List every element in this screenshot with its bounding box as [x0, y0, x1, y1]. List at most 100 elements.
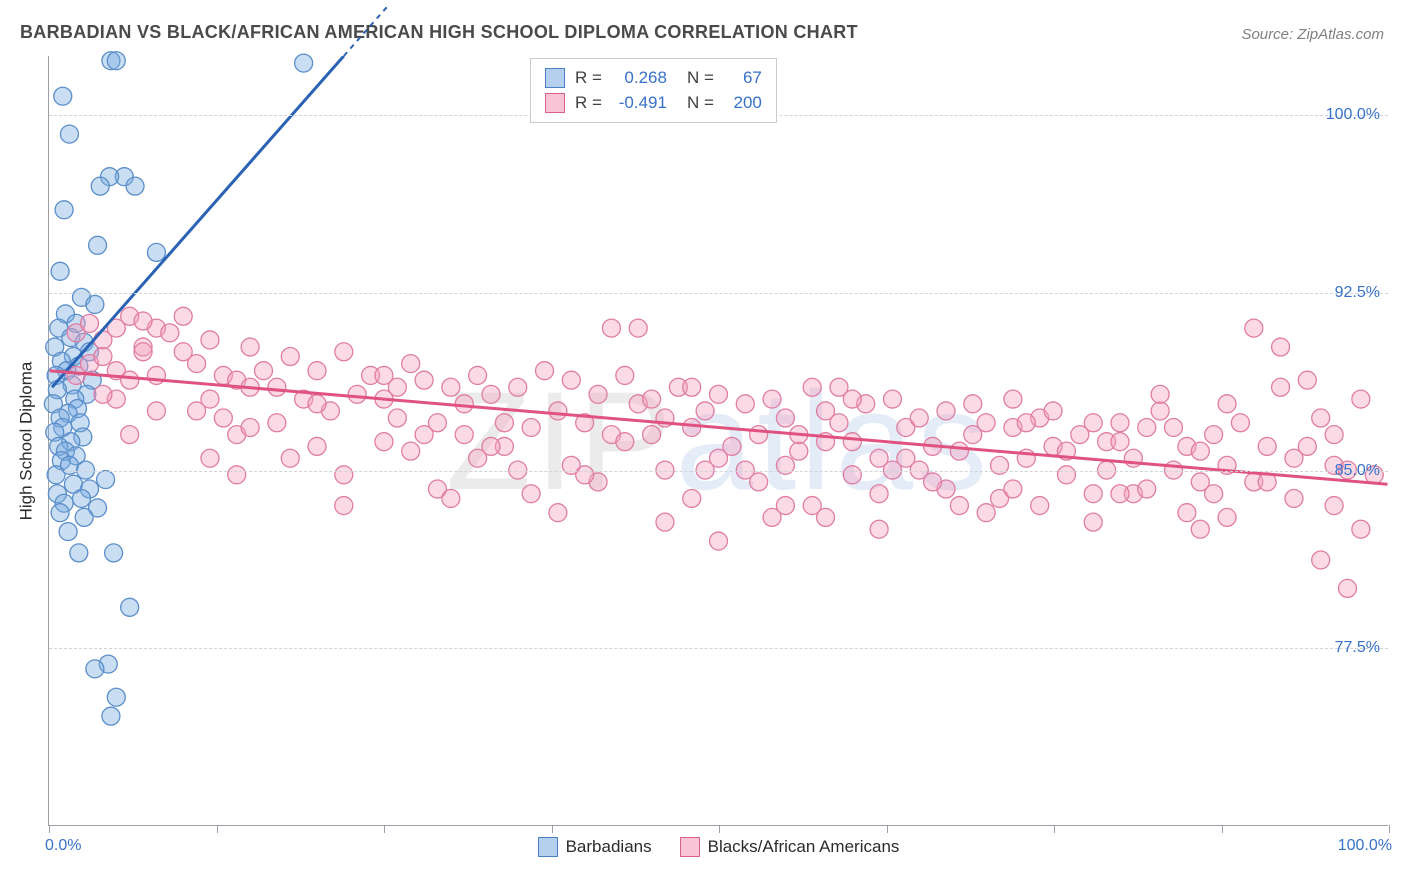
- n-value: 200: [724, 91, 762, 116]
- y-tick-label: 92.5%: [1310, 284, 1380, 302]
- scatter-point: [442, 489, 460, 507]
- scatter-point: [1218, 508, 1236, 526]
- scatter-point: [1245, 319, 1263, 337]
- scatter-point: [105, 544, 123, 562]
- gridline: [49, 471, 1388, 472]
- source-attribution: Source: ZipAtlas.com: [1241, 26, 1384, 43]
- r-value: 0.268: [612, 66, 667, 91]
- scatter-point: [1191, 442, 1209, 460]
- scatter-point: [1231, 414, 1249, 432]
- scatter-point: [1205, 426, 1223, 444]
- x-tick: [217, 825, 218, 833]
- scatter-point: [1111, 414, 1129, 432]
- scatter-point: [147, 243, 165, 261]
- scatter-point: [442, 378, 460, 396]
- scatter-point: [536, 362, 554, 380]
- scatter-point: [228, 466, 246, 484]
- scatter-point: [161, 324, 179, 342]
- scatter-point: [870, 485, 888, 503]
- scatter-point: [1352, 520, 1370, 538]
- scatter-point: [1004, 480, 1022, 498]
- scatter-point: [121, 371, 139, 389]
- scatter-point: [562, 371, 580, 389]
- scatter-point: [335, 497, 353, 515]
- scatter-point: [750, 426, 768, 444]
- scatter-point: [348, 385, 366, 403]
- scatter-point: [522, 418, 540, 436]
- scatter-svg: [49, 56, 1388, 825]
- x-tick: [1054, 825, 1055, 833]
- scatter-point: [1084, 485, 1102, 503]
- scatter-point: [469, 366, 487, 384]
- x-tick: [552, 825, 553, 833]
- swatch-icon: [545, 68, 565, 88]
- scatter-point: [188, 355, 206, 373]
- scatter-point: [643, 390, 661, 408]
- scatter-point: [94, 385, 112, 403]
- legend-label: Barbadians: [566, 837, 652, 857]
- scatter-point: [950, 497, 968, 515]
- scatter-point: [1057, 466, 1075, 484]
- scatter-point: [59, 523, 77, 541]
- scatter-point: [629, 319, 647, 337]
- scatter-point: [776, 456, 794, 474]
- scatter-point: [295, 54, 313, 72]
- scatter-point: [602, 319, 620, 337]
- scatter-point: [883, 390, 901, 408]
- chart-title: BARBADIAN VS BLACK/AFRICAN AMERICAN HIGH…: [20, 22, 858, 43]
- gridline: [49, 293, 1388, 294]
- legend-row-blue: R = 0.268 N = 67: [545, 66, 762, 91]
- scatter-point: [107, 52, 125, 70]
- scatter-point: [1352, 390, 1370, 408]
- scatter-point: [616, 366, 634, 384]
- scatter-point: [388, 409, 406, 427]
- scatter-point: [549, 504, 567, 522]
- x-tick: [1389, 825, 1390, 833]
- scatter-point: [107, 688, 125, 706]
- legend-bottom: Barbadians Blacks/African Americans: [49, 837, 1388, 857]
- scatter-point: [1138, 418, 1156, 436]
- scatter-point: [710, 532, 728, 550]
- scatter-point: [950, 442, 968, 460]
- scatter-point: [790, 442, 808, 460]
- scatter-point: [102, 707, 120, 725]
- scatter-point: [1178, 504, 1196, 522]
- y-tick-label: 85.0%: [1310, 462, 1380, 480]
- legend-item-barbadians: Barbadians: [538, 837, 652, 857]
- swatch-icon: [545, 93, 565, 113]
- scatter-point: [977, 504, 995, 522]
- legend-row-pink: R = -0.491 N = 200: [545, 91, 762, 116]
- scatter-point: [1151, 402, 1169, 420]
- scatter-point: [964, 395, 982, 413]
- scatter-point: [1031, 497, 1049, 515]
- legend-top-stats: R = 0.268 N = 67 R = -0.491 N = 200: [530, 58, 777, 123]
- scatter-point: [55, 201, 73, 219]
- scatter-point: [683, 489, 701, 507]
- scatter-point: [174, 307, 192, 325]
- scatter-point: [86, 660, 104, 678]
- scatter-point: [121, 598, 139, 616]
- y-tick-label: 100.0%: [1310, 106, 1380, 124]
- scatter-point: [308, 395, 326, 413]
- scatter-point: [991, 456, 1009, 474]
- scatter-point: [241, 338, 259, 356]
- scatter-point: [86, 295, 104, 313]
- scatter-point: [803, 378, 821, 396]
- scatter-point: [616, 433, 634, 451]
- scatter-point: [335, 343, 353, 361]
- scatter-point: [1044, 402, 1062, 420]
- x-max-label: 100.0%: [1338, 837, 1392, 855]
- scatter-point: [1111, 485, 1129, 503]
- scatter-point: [1165, 418, 1183, 436]
- scatter-point: [47, 466, 65, 484]
- scatter-point: [89, 236, 107, 254]
- scatter-point: [1312, 409, 1330, 427]
- gridline: [49, 648, 1388, 649]
- scatter-point: [522, 485, 540, 503]
- scatter-point: [60, 125, 78, 143]
- scatter-point: [54, 87, 72, 105]
- scatter-point: [736, 395, 754, 413]
- scatter-point: [402, 355, 420, 373]
- scatter-point: [549, 402, 567, 420]
- x-tick: [719, 825, 720, 833]
